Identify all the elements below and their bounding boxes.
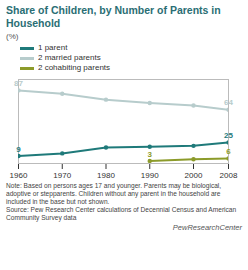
svg-text:25: 25: [224, 131, 233, 140]
svg-text:64: 64: [224, 98, 233, 107]
html-text:2 married parents: 2 married parents: [38, 53, 101, 62]
html-text:PewResearchCenter: PewResearchCenter: [172, 223, 242, 232]
svg-text:6: 6: [226, 147, 231, 156]
svg-text:2008: 2008: [220, 171, 238, 180]
html-text:2 cohabiting parents: 2 cohabiting parents: [38, 63, 111, 72]
html-text:Share of Children, by Number o: Share of Children, by Number of Parents …: [6, 4, 221, 29]
svg-text:9: 9: [16, 145, 21, 154]
html-text:1 parent: 1 parent: [38, 43, 68, 52]
svg-text:1970: 1970: [53, 171, 71, 180]
html-text:Note: Based on persons ages 17: Note: Based on persons ages 17 and young…: [6, 182, 222, 205]
svg-text:2000: 2000: [185, 171, 203, 180]
svg-text:1960: 1960: [10, 171, 28, 180]
svg-text:3: 3: [148, 150, 153, 159]
svg-text:87: 87: [14, 79, 23, 88]
svg-text:1980: 1980: [97, 171, 115, 180]
html-text:Source: Pew Research Center ca: Source: Pew Research Center calculations…: [6, 206, 237, 221]
svg-text:1990: 1990: [141, 171, 159, 180]
